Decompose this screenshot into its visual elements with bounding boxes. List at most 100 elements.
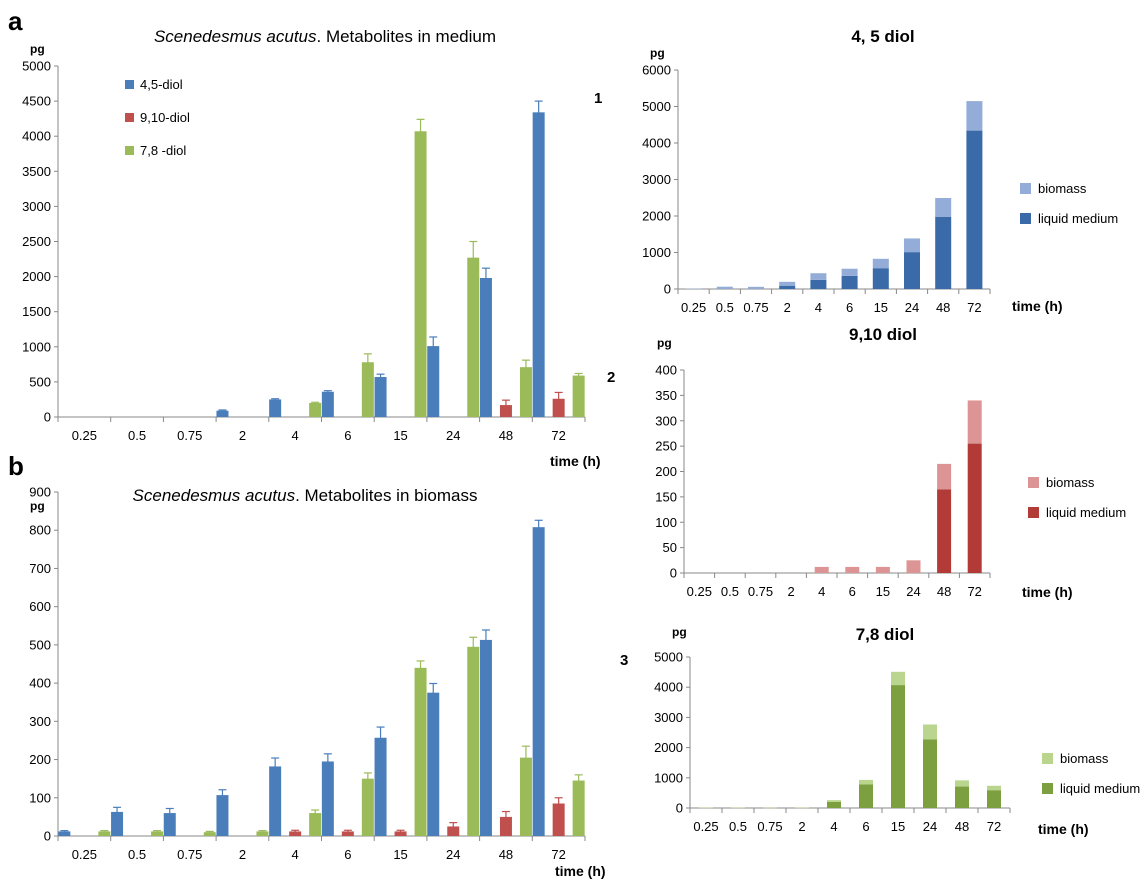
- y-tick-label: 200: [29, 752, 51, 767]
- y-axis-label: pg: [672, 625, 687, 639]
- bar-series-1: [427, 346, 440, 417]
- bar-biomass: [827, 800, 841, 802]
- x-tick-label: 48: [937, 584, 951, 599]
- x-tick-label: 0.75: [748, 584, 773, 599]
- x-tick-label: 6: [344, 847, 351, 862]
- diol-9-10-chart: 9,10 diol pg time (h) 0 50 100 150 200 250 300 350…: [655, 325, 1126, 600]
- side-label-1: 1: [594, 90, 602, 107]
- bar-liquid-medium: [891, 685, 905, 808]
- y-tick-label: 1000: [642, 245, 671, 260]
- bar-series-3: [361, 362, 374, 417]
- y-tick-label: 0: [670, 566, 677, 581]
- bar-series-3: [519, 367, 532, 417]
- bar-liquid-medium: [859, 784, 873, 808]
- y-tick-label: 50: [663, 540, 677, 555]
- bar-liquid-medium: [935, 216, 952, 289]
- x-tick-label: 15: [874, 300, 888, 315]
- chart-title: 7,8 diol: [856, 625, 915, 644]
- bar-liquid-medium: [966, 130, 983, 289]
- y-tick-label: 3000: [22, 199, 51, 214]
- bar-biomass: [875, 566, 890, 573]
- bar-series-1: [374, 376, 387, 417]
- bar-series-3: [203, 832, 216, 836]
- chart-title-italic: Scenedesmus acutus: [154, 27, 317, 46]
- bar-series-1: [374, 737, 387, 836]
- y-tick-label: 0: [664, 282, 671, 297]
- legend-label: biomass: [1038, 181, 1087, 196]
- x-tick-label: 0.5: [716, 300, 734, 315]
- bar-series-1: [163, 813, 176, 836]
- bar-series-2: [341, 831, 354, 836]
- y-tick-label: 400: [655, 363, 677, 378]
- y-tick-label: 100: [29, 790, 51, 805]
- bar-biomass: [987, 785, 1001, 791]
- x-tick-label: 72: [551, 428, 565, 443]
- y-tick-label: 3000: [654, 710, 683, 725]
- y-tick-label: 2000: [642, 209, 671, 224]
- legend-swatch: [125, 80, 134, 89]
- x-tick-label: 0.75: [177, 847, 202, 862]
- x-axis-label: time (h): [555, 863, 606, 879]
- y-tick-label: 1500: [22, 304, 51, 319]
- bar-biomass: [841, 268, 858, 276]
- bar-series-3: [151, 831, 164, 836]
- x-tick-label: 24: [905, 300, 919, 315]
- y-axis-label: pg: [30, 42, 45, 56]
- bar-series-3: [309, 402, 322, 417]
- y-tick-label: 350: [655, 388, 677, 403]
- bar-series-1: [532, 527, 545, 836]
- bar-series-3: [572, 780, 585, 836]
- x-tick-label: 6: [344, 428, 351, 443]
- y-tick-label: 3000: [642, 172, 671, 187]
- x-tick-label: 0.25: [681, 300, 706, 315]
- y-tick-label: 0: [44, 829, 51, 844]
- chart-legend: biomass liquid medium: [1028, 475, 1126, 520]
- chart-legend: biomass liquid medium: [1042, 751, 1140, 796]
- x-tick-label: 24: [906, 584, 920, 599]
- bar-series-1: [321, 761, 334, 836]
- bar-series-3: [414, 131, 427, 417]
- legend-swatch: [1020, 183, 1031, 194]
- bar-biomass: [937, 463, 952, 490]
- x-tick-label: 15: [876, 584, 890, 599]
- bar-biomass: [967, 400, 982, 444]
- x-tick-label: 4: [815, 300, 822, 315]
- x-tick-label: 4: [292, 428, 299, 443]
- legend-label: liquid medium: [1038, 211, 1118, 226]
- x-tick-label: 0.5: [128, 428, 146, 443]
- x-tick-label: 6: [846, 300, 853, 315]
- y-tick-label: 2000: [22, 269, 51, 284]
- x-tick-label: 72: [967, 584, 981, 599]
- x-tick-label: 0.75: [177, 428, 202, 443]
- bar-liquid-medium: [810, 279, 827, 289]
- legend-label: liquid medium: [1060, 781, 1140, 796]
- legend-swatch: [125, 113, 134, 122]
- bar-biomass: [904, 238, 920, 253]
- x-tick-label: 48: [955, 819, 969, 834]
- y-tick-label: 800: [29, 523, 51, 538]
- bar-series-3: [98, 831, 111, 836]
- legend-swatch: [1042, 783, 1053, 794]
- x-tick-label: 0.25: [72, 847, 97, 862]
- y-tick-label: 4000: [642, 136, 671, 151]
- bar-biomass: [716, 286, 733, 289]
- chart-title: 4, 5 diol: [851, 27, 914, 46]
- y-tick-label: 500: [29, 374, 51, 389]
- y-tick-label: 4000: [22, 129, 51, 144]
- y-tick-label: 1000: [654, 770, 683, 785]
- x-tick-label: 24: [446, 428, 460, 443]
- bar-series-1: [427, 692, 440, 836]
- legend-swatch: [1028, 507, 1039, 518]
- side-label-2: 2: [607, 369, 615, 386]
- bar-series-3: [414, 667, 427, 836]
- bar-liquid-medium: [779, 285, 796, 289]
- bar-biomass: [845, 566, 860, 573]
- bar-biomass: [699, 807, 713, 809]
- x-tick-label: 2: [239, 847, 246, 862]
- bar-biomass: [906, 560, 921, 573]
- bar-series-1: [58, 831, 71, 836]
- chart-title: Scenedesmus acutus. Metabolites in mediu…: [154, 27, 496, 46]
- y-tick-label: 2000: [654, 740, 683, 755]
- chart-title: Scenedesmus acutus. Metabolites in bioma…: [133, 486, 478, 505]
